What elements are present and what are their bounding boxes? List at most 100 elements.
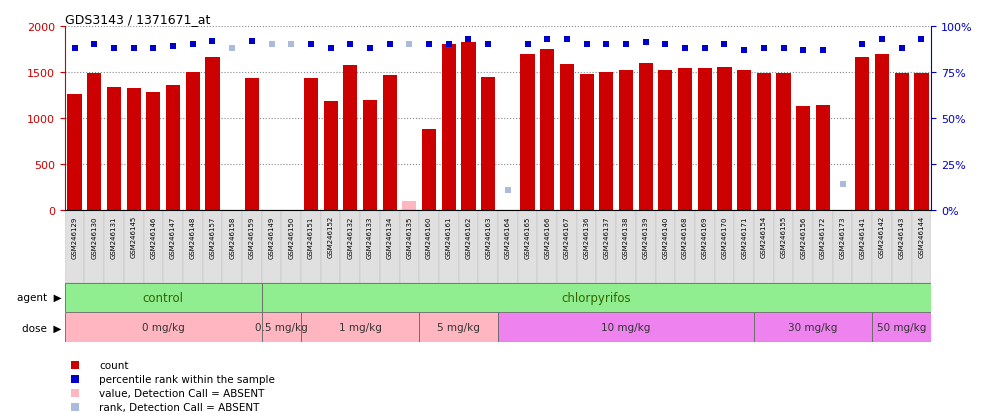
Text: GSM246137: GSM246137 [604, 216, 610, 258]
Text: GSM246154: GSM246154 [761, 216, 767, 258]
Bar [580, 75, 594, 211]
Bar [635, 211, 655, 283]
Bar [399, 211, 419, 283]
Text: GSM246133: GSM246133 [367, 216, 373, 258]
Bar [914, 74, 928, 211]
Text: count: count [100, 360, 128, 370]
Text: GSM246135: GSM246135 [406, 216, 412, 258]
Text: GSM246141: GSM246141 [860, 216, 866, 258]
Text: GSM246144: GSM246144 [918, 216, 924, 258]
Text: GSM246165: GSM246165 [525, 216, 531, 258]
Bar [458, 211, 478, 283]
Text: GSM246132: GSM246132 [348, 216, 354, 258]
Bar [301, 211, 321, 283]
Bar [872, 313, 931, 342]
Bar [481, 78, 495, 211]
Bar [441, 45, 456, 211]
Bar [777, 74, 791, 211]
Bar [245, 79, 259, 211]
Text: GSM246155: GSM246155 [781, 216, 787, 258]
Bar [675, 211, 695, 283]
Bar [341, 211, 361, 283]
Bar [301, 313, 419, 342]
Bar [379, 211, 399, 283]
Bar [363, 100, 377, 211]
Text: GSM246169: GSM246169 [702, 216, 708, 258]
Text: GSM246158: GSM246158 [229, 216, 235, 258]
Bar [88, 74, 102, 211]
Bar [853, 211, 872, 283]
Text: GSM246151: GSM246151 [308, 216, 314, 258]
Text: GSM246166: GSM246166 [544, 216, 550, 258]
Bar [478, 211, 498, 283]
Bar [461, 43, 475, 211]
Bar [262, 313, 301, 342]
Bar [836, 210, 850, 211]
Text: chlorpyrifos: chlorpyrifos [562, 291, 631, 304]
Bar [65, 313, 262, 342]
Bar [600, 73, 614, 211]
Text: control: control [142, 291, 183, 304]
Text: GSM246146: GSM246146 [150, 216, 156, 258]
Text: agent  ▶: agent ▶ [17, 293, 62, 303]
Bar [658, 71, 672, 211]
Text: GDS3143 / 1371671_at: GDS3143 / 1371671_at [65, 13, 210, 26]
Text: GSM246150: GSM246150 [288, 216, 294, 258]
Bar [146, 93, 160, 211]
Bar [126, 88, 140, 211]
Bar [439, 211, 458, 283]
Text: GSM246162: GSM246162 [465, 216, 471, 258]
Bar [143, 211, 163, 283]
Bar [501, 210, 515, 211]
Bar [68, 95, 82, 211]
Text: 30 mg/kg: 30 mg/kg [789, 323, 838, 332]
Text: GSM246156: GSM246156 [800, 216, 806, 258]
Bar [202, 211, 222, 283]
Bar [498, 211, 518, 283]
Bar [737, 71, 751, 211]
Text: GSM246131: GSM246131 [111, 216, 117, 258]
Bar [560, 64, 574, 211]
Bar [105, 211, 124, 283]
Bar [891, 211, 911, 283]
Text: GSM246130: GSM246130 [92, 216, 98, 258]
Text: GSM246129: GSM246129 [72, 216, 78, 258]
Bar [911, 211, 931, 283]
Bar [796, 107, 811, 211]
Text: GSM246160: GSM246160 [426, 216, 432, 258]
Bar [205, 58, 219, 211]
Text: GSM246168: GSM246168 [682, 216, 688, 258]
Text: GSM246171: GSM246171 [741, 216, 747, 258]
Bar [697, 69, 712, 211]
Text: GSM246159: GSM246159 [249, 216, 255, 258]
Text: value, Detection Call = ABSENT: value, Detection Call = ABSENT [100, 388, 265, 398]
Text: GSM246139: GSM246139 [642, 216, 648, 258]
Text: GSM246147: GSM246147 [170, 216, 176, 258]
Text: GSM246136: GSM246136 [584, 216, 590, 258]
Text: 10 mg/kg: 10 mg/kg [602, 323, 650, 332]
Bar [577, 211, 597, 283]
Bar [757, 74, 771, 211]
Bar [597, 211, 617, 283]
Bar [402, 202, 416, 211]
Bar [281, 211, 301, 283]
Text: dose  ▶: dose ▶ [22, 323, 62, 332]
Text: GSM246163: GSM246163 [485, 216, 491, 258]
Bar [264, 210, 279, 211]
Text: GSM246149: GSM246149 [269, 216, 275, 258]
Bar [166, 85, 180, 211]
Text: GSM246145: GSM246145 [130, 216, 136, 258]
Bar [85, 211, 105, 283]
Text: GSM246152: GSM246152 [328, 216, 334, 258]
Text: 0.5 mg/kg: 0.5 mg/kg [255, 323, 308, 332]
Bar [734, 211, 754, 283]
Text: GSM246164: GSM246164 [505, 216, 511, 258]
Bar [321, 211, 341, 283]
Bar [521, 55, 535, 211]
Bar [419, 211, 439, 283]
Bar [794, 211, 813, 283]
Bar [538, 211, 557, 283]
Text: percentile rank within the sample: percentile rank within the sample [100, 374, 275, 384]
Text: GSM246138: GSM246138 [623, 216, 629, 258]
Bar [498, 313, 754, 342]
